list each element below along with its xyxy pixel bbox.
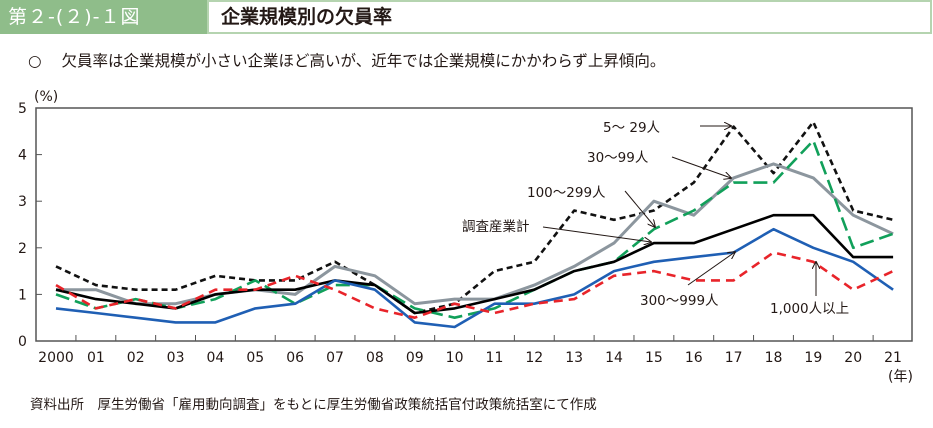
series-line-2 — [55, 139, 894, 320]
bullet-circle-icon: ○ — [28, 52, 42, 70]
plot-frame — [35, 107, 913, 342]
x-tick-label: 16 — [685, 350, 703, 366]
series-lines — [55, 120, 894, 329]
x-tick-label: 04 — [207, 350, 225, 366]
annotation-arrow — [624, 190, 655, 227]
x-tick-label: 03 — [167, 350, 185, 366]
annotation-label: 1,000人以上 — [770, 301, 849, 317]
y-tick-label: 0 — [18, 334, 27, 350]
x-tick-label: 07 — [326, 350, 344, 366]
x-tick-label: 2000 — [38, 350, 74, 366]
series-line-5 — [55, 251, 894, 320]
source-note: 資料出所 厚生労働省「雇用動向調査」をもとに厚生労働省政策統括官付政策統括室にて… — [30, 397, 597, 413]
x-tick-label: 11 — [486, 350, 504, 366]
x-tick-label: 19 — [804, 350, 822, 366]
y-tick-label: 4 — [18, 148, 27, 164]
y-tick-label: 5 — [18, 101, 27, 117]
series-line-0 — [55, 120, 894, 315]
x-tick-label: 05 — [246, 350, 264, 366]
x-tick-label: 01 — [87, 350, 105, 366]
summary: ○ 欠員率は企業規模が小さい企業ほど高いが、近年では企業規模にかかわらず上昇傾向。 — [28, 49, 665, 71]
x-tick-label: 17 — [725, 350, 743, 366]
x-tick-label: 02 — [127, 350, 145, 366]
y-tick-label: 3 — [18, 194, 27, 210]
series-line-3 — [55, 213, 894, 315]
annotation-arrow — [671, 156, 731, 178]
annotation-arrow — [542, 226, 651, 242]
x-tick-label: 21 — [884, 350, 902, 366]
figure-title: 企業規模別の欠員率 — [207, 0, 932, 34]
x-axis-unit-label: (年) — [888, 369, 913, 385]
x-tick-label: 14 — [605, 350, 623, 366]
annotation-label: 30～99人 — [587, 150, 649, 166]
series-line-4 — [55, 227, 894, 329]
x-tick-label: 08 — [366, 350, 384, 366]
x-tick-label: 12 — [525, 350, 543, 366]
x-tick-label: 18 — [765, 350, 783, 366]
x-tick-label: 09 — [406, 350, 424, 366]
x-tick-label: 06 — [286, 350, 304, 366]
annotation-label: 5～ 29人 — [603, 120, 661, 136]
annotation-label: 100～299人 — [527, 185, 606, 201]
y-tick-label: 2 — [18, 241, 27, 257]
annotation-label: 調査産業計 — [462, 219, 530, 235]
annotation-label: 300～999人 — [640, 293, 719, 309]
x-tick-label: 13 — [565, 350, 583, 366]
x-tick-label: 20 — [844, 350, 862, 366]
x-tick-label: 15 — [645, 350, 663, 366]
x-axis: 2000 01 02 03 04 05 06 07 08 09 10 11 12 13 14 15 16 17 18… — [38, 335, 902, 366]
x-tick-label: 10 — [446, 350, 464, 366]
y-tick-label: 1 — [18, 287, 27, 303]
summary-text: 欠員率は企業規模が小さい企業ほど高いが、近年では企業規模にかかわらず上昇傾向。 — [61, 52, 666, 70]
y-axis: 0 1 2 3 4 5 — [18, 101, 42, 350]
figure-label: 第２-(２)-１図 — [0, 0, 207, 34]
y-axis-unit-label: (%) — [34, 89, 58, 105]
annotation-arrow — [687, 252, 735, 286]
